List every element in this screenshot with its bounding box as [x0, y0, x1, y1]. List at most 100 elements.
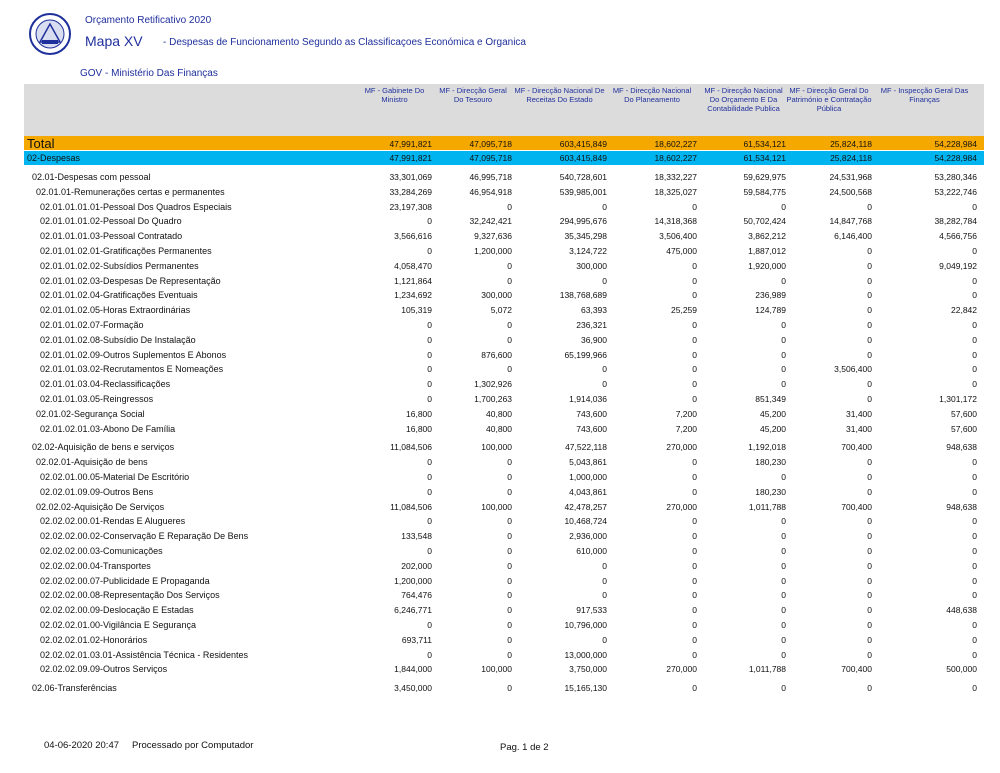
cell: 16,800 [406, 423, 432, 434]
cell: 25,824,118 [830, 153, 872, 163]
cell: 0 [507, 320, 512, 330]
cell: 0 [507, 334, 512, 345]
cell: 0 [692, 546, 697, 556]
cell: 4,566,756 [939, 231, 977, 242]
cell: 0 [867, 605, 872, 616]
cell: 138,768,689 [559, 290, 607, 301]
cell: 0 [781, 364, 786, 375]
cell: 0 [972, 364, 977, 375]
cell: 32,242,421 [469, 216, 512, 227]
row-label: 02.01.01.02.05-Horas Extraordinárias [40, 305, 191, 316]
cell: 0 [427, 379, 432, 390]
cell: 0 [867, 201, 872, 212]
title: Mapa XV [85, 33, 143, 49]
cell: 180,230 [755, 457, 786, 468]
cell: 0 [692, 260, 697, 271]
cell: 46,995,718 [469, 172, 512, 182]
cell: 45,200 [760, 423, 786, 434]
group-label: 02-Despesas [27, 153, 81, 163]
row-label: 02.02.01-Aquisição de bens [36, 457, 148, 468]
cell: 1,844,000 [394, 664, 432, 675]
cell: 1,200,000 [474, 246, 512, 256]
cell: 0 [427, 546, 432, 556]
cell: 539,985,001 [559, 186, 607, 197]
cell: 45,200 [760, 408, 786, 419]
cell: 0 [427, 364, 432, 375]
row-label: 02.01.01.02.01-Gratificações Permanentes [40, 246, 212, 256]
row-label: 02.02.02.00.01-Rendas E Alugueres [40, 516, 186, 527]
cell: 0 [867, 246, 872, 256]
row-label: 02.01.01.01.03-Pessoal Contratado [40, 231, 183, 242]
group-band [24, 151, 984, 165]
cell: 3,506,400 [659, 231, 697, 242]
cell: 0 [427, 620, 432, 630]
cell: 0 [972, 275, 977, 286]
cell: 0 [602, 379, 607, 390]
cell: 57,600 [951, 423, 977, 434]
cell: 4,043,861 [569, 486, 607, 497]
row-label: 02.02.02.00.09-Deslocação E Estadas [40, 605, 194, 616]
cell: 0 [781, 605, 786, 616]
cell: 0 [781, 349, 786, 360]
cell: 0 [427, 320, 432, 330]
cell: 1,011,788 [748, 664, 786, 675]
cell: 18,602,227 [654, 139, 697, 149]
row-label: 02.02-Aquisição de bens e serviços [32, 442, 175, 453]
cell: 40,800 [486, 408, 512, 419]
row-label: 02.02.02.00.03-Comunicações [40, 546, 163, 556]
total-label: Total [27, 136, 55, 151]
cell: 0 [507, 364, 512, 375]
cell: 1,000,000 [569, 472, 607, 482]
cell: 917,533 [576, 605, 607, 616]
cell: 0 [507, 275, 512, 286]
cell: 0 [972, 620, 977, 630]
column-header: MF - Inspecção Geral Das Finanças [880, 86, 969, 104]
cell: 0 [692, 590, 697, 601]
cell: 0 [602, 275, 607, 286]
row-label: 02.02.02.00.07-Publicidade E Propaganda [40, 575, 210, 586]
cell: 0 [692, 457, 697, 468]
cell: 0 [507, 546, 512, 556]
cell: 0 [867, 560, 872, 571]
row-label: 02.01.01.02.02-Subsídios Permanentes [40, 260, 199, 271]
cell: 0 [972, 575, 977, 586]
cell: 3,124,722 [569, 246, 607, 256]
cell: 0 [507, 634, 512, 645]
row-label: 02.01.01.01.02-Pessoal Do Quadro [40, 216, 182, 227]
cell: 47,522,118 [565, 442, 607, 453]
row-label: 02.06-Transferências [32, 683, 117, 694]
cell: 42,478,257 [564, 501, 607, 512]
cell: 4,058,470 [394, 260, 432, 271]
cell: 0 [427, 649, 432, 660]
cell: 5,072 [490, 305, 512, 316]
cell: 540,728,601 [559, 172, 607, 182]
column-header: MF - Direcção Nacional Do Planeamento [612, 86, 692, 104]
cell: 0 [972, 334, 977, 345]
cell: 0 [781, 649, 786, 660]
cell: 1,700,263 [474, 394, 512, 404]
row-label: 02.01.01.03.02-Recrutamentos E Nomeações [40, 364, 224, 375]
cell: 133,548 [401, 531, 432, 542]
row-label: 02.02.02.00.08-Representação Dos Serviço… [40, 590, 220, 601]
row-label: 02.01.02.01.03-Abono De Família [40, 423, 176, 434]
row-label: 02.02.02.00.04-Transportes [40, 560, 151, 571]
cell: 0 [602, 364, 607, 375]
cell: 610,000 [576, 546, 607, 556]
cell: 0 [867, 334, 872, 345]
cell: 0 [507, 472, 512, 482]
cell: 0 [781, 275, 786, 286]
cell: 31,400 [846, 423, 872, 434]
cell: 0 [972, 516, 977, 527]
cell: 3,566,616 [394, 231, 432, 242]
cell: 53,280,346 [934, 172, 977, 182]
cell: 54,228,984 [934, 139, 977, 149]
cell: 0 [427, 394, 432, 404]
cell: 0 [692, 364, 697, 375]
cell: 475,000 [666, 246, 697, 256]
cell: 0 [507, 575, 512, 586]
cell: 54,228,984 [934, 153, 977, 163]
cell: 0 [867, 649, 872, 660]
row-label: 02.01.01-Remunerações certas e permanent… [36, 186, 225, 197]
cell: 31,400 [846, 408, 872, 419]
cell: 0 [972, 472, 977, 482]
